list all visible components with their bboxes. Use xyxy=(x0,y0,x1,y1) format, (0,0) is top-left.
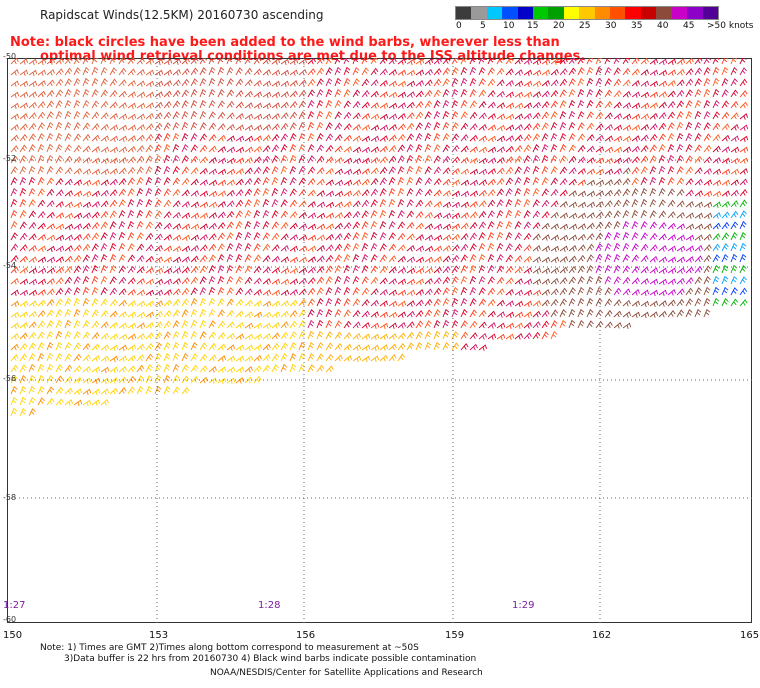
time-label: 1:29 xyxy=(512,600,535,611)
y-tick-label: -56 xyxy=(3,374,17,383)
legend-tick: 45 xyxy=(683,21,695,31)
map-title: Rapidscat Winds(12.5KM) 20160730 ascendi… xyxy=(40,8,324,22)
legend-swatch xyxy=(502,7,518,19)
legend-tick: >50 knots xyxy=(707,21,754,31)
x-tick-label: 150 xyxy=(3,630,23,641)
legend-tick: 40 xyxy=(657,21,669,31)
legend-tick: 30 xyxy=(605,21,617,31)
legend-swatch xyxy=(533,7,549,19)
y-tick-label: -54 xyxy=(3,261,17,270)
x-tick-label: 156 xyxy=(296,630,316,641)
time-label: 1:28 xyxy=(258,600,281,611)
legend-swatch xyxy=(563,7,580,19)
legend-swatch xyxy=(456,7,472,19)
note-line-2: optimal wind retrieval conditions are me… xyxy=(40,49,586,64)
legend-tick: 25 xyxy=(579,21,591,31)
legend-tick: 5 xyxy=(480,21,486,31)
legend-tick: 15 xyxy=(527,21,539,31)
footnote-line-2: 3)Data buffer is 22 hrs from 20160730 4)… xyxy=(64,654,477,664)
x-tick-label: 165 xyxy=(740,630,760,641)
legend-swatch xyxy=(610,7,626,19)
legend-swatch xyxy=(517,7,534,19)
legend-swatch xyxy=(594,7,611,19)
x-tick-label: 162 xyxy=(592,630,612,641)
legend-swatch xyxy=(656,7,672,19)
footnote-line-1: Note: 1) Times are GMT 2)Times along bot… xyxy=(40,643,419,653)
legend-swatch xyxy=(471,7,487,19)
grid-lines xyxy=(7,58,752,623)
legend-tick: 35 xyxy=(631,21,643,31)
y-tick-label: -58 xyxy=(3,493,17,502)
legend-swatch xyxy=(640,7,657,19)
y-tick-label: -50 xyxy=(3,52,17,61)
legend-tick: 10 xyxy=(503,21,515,31)
y-tick-label: -60 xyxy=(3,615,17,624)
x-tick-label: 153 xyxy=(149,630,169,641)
map-frame xyxy=(7,58,752,623)
legend-swatch xyxy=(702,7,718,19)
wind-speed-color-legend xyxy=(455,6,719,20)
legend-swatch xyxy=(671,7,688,19)
legend-swatch xyxy=(486,7,503,19)
legend-tick: 20 xyxy=(553,21,565,31)
legend-swatch xyxy=(625,7,641,19)
credit-line: NOAA/NESDIS/Center for Satellite Applica… xyxy=(210,668,483,678)
wind-barb-map xyxy=(7,58,752,623)
legend-tick: 0 xyxy=(456,21,462,31)
legend-swatch xyxy=(579,7,595,19)
legend-swatch xyxy=(687,7,703,19)
x-tick-label: 159 xyxy=(445,630,465,641)
note-line-1: Note: black circles have been added to t… xyxy=(10,35,560,50)
wind-barbs-layer xyxy=(10,58,749,417)
time-label: 1:27 xyxy=(3,600,26,611)
y-tick-label: -52 xyxy=(3,154,17,163)
legend-swatch xyxy=(548,7,564,19)
